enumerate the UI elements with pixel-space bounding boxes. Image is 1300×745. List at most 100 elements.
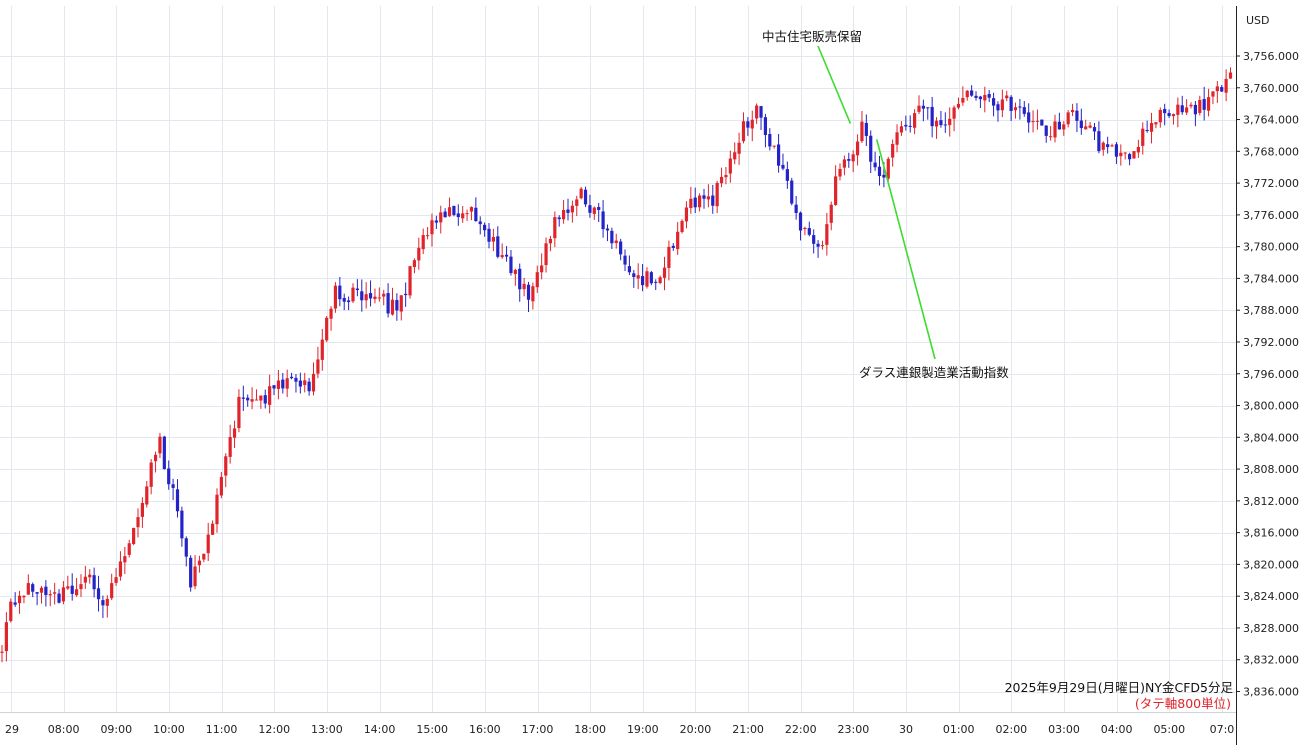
- candle-body: [237, 396, 241, 429]
- candle-body: [930, 106, 934, 127]
- candle-body: [1075, 110, 1079, 121]
- candle-body: [1022, 107, 1026, 114]
- candle-body: [44, 586, 48, 596]
- candle-body: [316, 359, 320, 374]
- candle-body: [228, 437, 232, 457]
- candle-body: [439, 212, 443, 223]
- candle-body: [566, 209, 570, 213]
- candle-body: [9, 601, 13, 621]
- price-tick-label: 3,816.000: [1243, 527, 1299, 540]
- candle-body: [807, 228, 811, 235]
- candle-body: [452, 205, 456, 215]
- candle-body: [934, 120, 939, 127]
- candle-body: [390, 299, 395, 315]
- candle-body: [487, 228, 491, 242]
- price-tick-label: 3,796.000: [1243, 368, 1299, 381]
- candle-body: [70, 585, 74, 594]
- time-tick-label: 14:00: [364, 723, 396, 736]
- candle-body: [812, 235, 816, 244]
- candle-body: [1031, 121, 1035, 123]
- candle-body: [491, 237, 495, 242]
- candle-body: [1202, 99, 1206, 110]
- candle-body: [557, 217, 561, 220]
- candle-body: [873, 162, 877, 168]
- time-tick-label: 02:00: [995, 723, 1027, 736]
- candle-body: [597, 206, 601, 210]
- time-tick-label: 17:00: [522, 723, 554, 736]
- price-tick-label: 3,812.000: [1243, 495, 1299, 508]
- candle-body: [434, 220, 438, 223]
- candle-body: [294, 377, 298, 382]
- candle-body: [101, 600, 105, 606]
- candle-body: [110, 583, 114, 599]
- candle-body: [1149, 123, 1154, 132]
- candle-body: [926, 107, 930, 109]
- time-tick-label: 30: [899, 723, 913, 736]
- candle-body: [232, 428, 237, 438]
- candle-body: [676, 231, 680, 250]
- candle-body: [1062, 124, 1066, 130]
- candle-body: [952, 107, 956, 119]
- candle-body: [105, 598, 109, 606]
- candle-body: [114, 577, 118, 583]
- candle-body: [88, 574, 92, 578]
- candle-body: [1044, 125, 1048, 136]
- time-tick-label: 11:00: [206, 723, 238, 736]
- candle-body: [899, 126, 904, 133]
- candle-body: [355, 288, 359, 291]
- candle-body: [1220, 87, 1224, 92]
- candle-body: [983, 94, 987, 101]
- candle-body: [860, 121, 864, 142]
- candle-body: [711, 195, 715, 206]
- time-tick-label: 18:00: [574, 723, 606, 736]
- time-tick-label: 15:00: [416, 723, 448, 736]
- candle-body: [368, 293, 373, 299]
- candle-body: [303, 380, 307, 386]
- candle-body: [1119, 152, 1123, 157]
- candle-body: [1027, 112, 1031, 123]
- candle-body: [1145, 130, 1149, 132]
- candle-body: [991, 98, 996, 106]
- candle-body: [1163, 108, 1167, 114]
- candle-body: [118, 561, 123, 577]
- candle-body: [1228, 72, 1233, 79]
- candle-body: [461, 213, 465, 219]
- price-tick-label: 3,824.000: [1243, 590, 1299, 603]
- candle-body: [1180, 105, 1184, 113]
- candle-body: [395, 300, 399, 311]
- candle-body: [193, 566, 197, 587]
- candle-body: [649, 272, 653, 284]
- price-tick-label: 3,800.000: [1243, 400, 1299, 413]
- price-tick-label: 3,768.000: [1243, 145, 1299, 158]
- candle-body: [307, 381, 311, 392]
- candle-body: [206, 534, 210, 554]
- candle-body: [83, 576, 87, 583]
- candle-body: [1136, 147, 1140, 153]
- candle-body: [790, 180, 794, 204]
- candle-body: [443, 211, 447, 218]
- candle-body: [215, 494, 219, 525]
- price-tick-label: 3,780.000: [1243, 241, 1299, 254]
- candle-body: [351, 287, 355, 302]
- candle-body: [518, 268, 522, 290]
- candle-body: [1224, 78, 1228, 93]
- candle-body: [610, 230, 614, 244]
- candle-body: [311, 373, 316, 392]
- candle-body: [794, 204, 798, 213]
- candle-body: [803, 227, 807, 230]
- candle-body: [263, 395, 267, 404]
- candle-body: [825, 224, 829, 245]
- candle-body: [834, 176, 838, 205]
- price-tick-label: 3,808.000: [1243, 463, 1299, 476]
- candle-body: [601, 211, 605, 230]
- candle-body: [605, 228, 610, 231]
- candle-body: [974, 95, 978, 98]
- annotation-label: ダラス連銀製造業活動指数: [859, 365, 1009, 380]
- candle-body: [728, 158, 732, 174]
- candle-body: [562, 210, 566, 220]
- candle-body: [583, 189, 588, 205]
- candle-body: [447, 207, 452, 217]
- candle-body: [737, 142, 741, 154]
- candle-body: [430, 220, 434, 235]
